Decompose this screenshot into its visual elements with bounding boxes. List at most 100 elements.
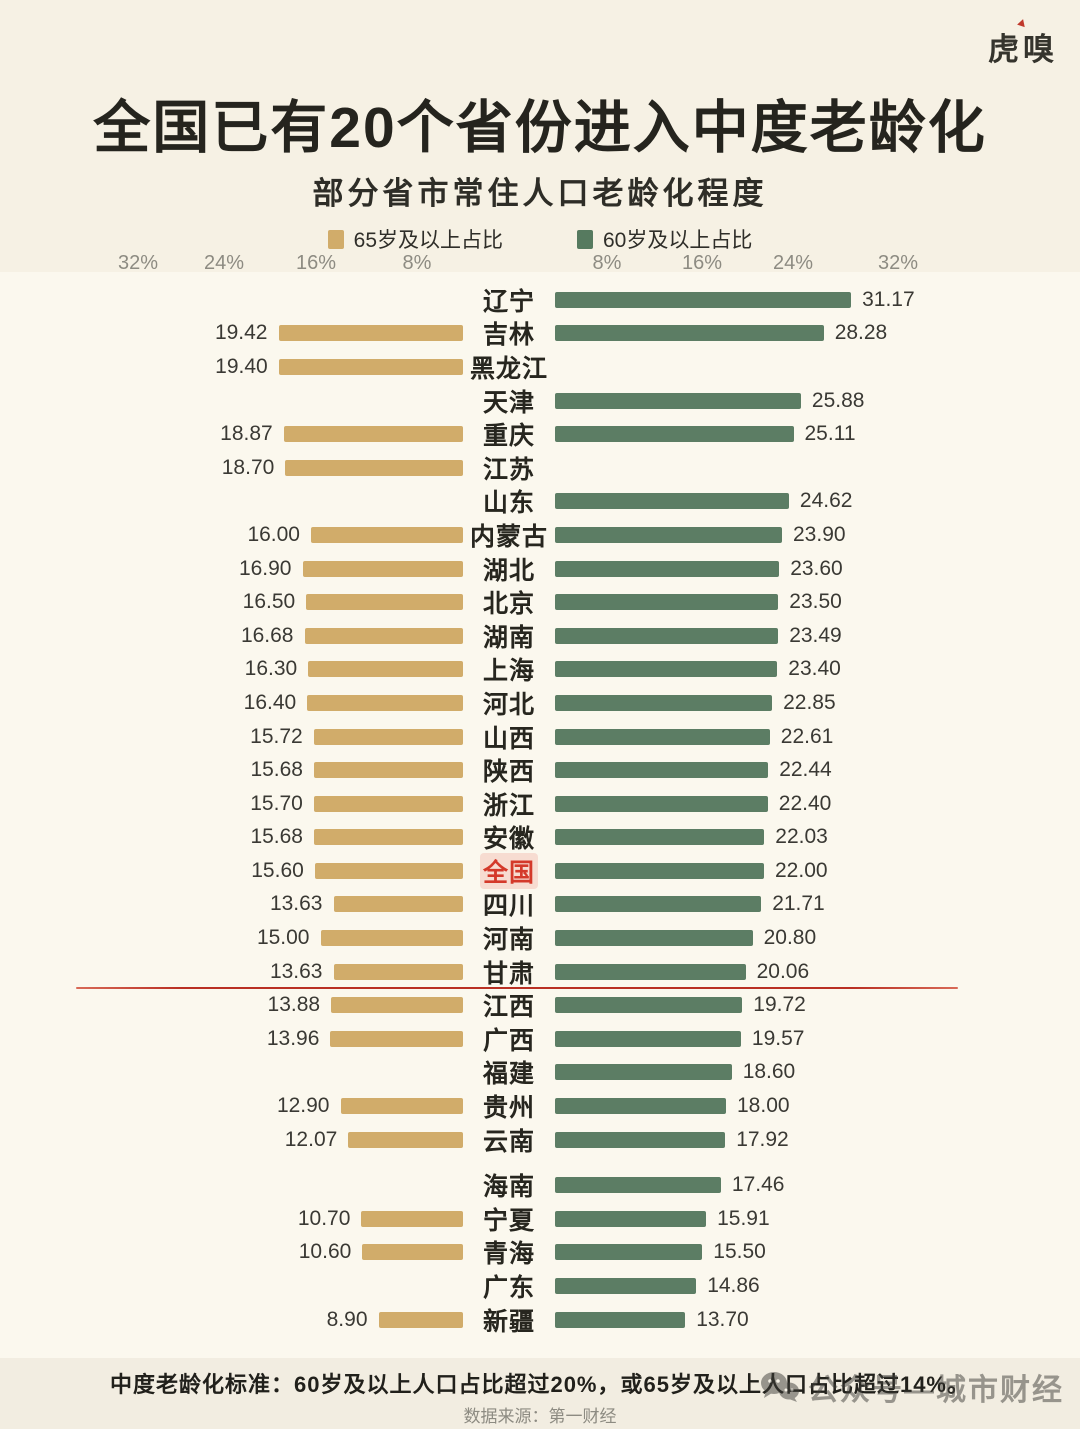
- value-label-65plus: 10.60: [298, 1240, 352, 1264]
- chart-row: 15.72 山西 22.61: [0, 720, 1080, 754]
- logo-red-accent-icon: [1017, 17, 1027, 28]
- value-label-60plus: 18.00: [737, 1094, 790, 1118]
- bar-65plus: [348, 1131, 463, 1148]
- value-label-60plus: 31.17: [862, 287, 915, 311]
- right-bar-zone: 22.00: [555, 859, 1080, 883]
- category-label: 新疆: [482, 1307, 535, 1336]
- right-bar-zone: 20.06: [555, 960, 1080, 984]
- value-label-60plus: 22.44: [779, 758, 832, 782]
- category-cell: 河北: [463, 685, 555, 721]
- bar-60plus: [555, 997, 743, 1014]
- bar-65plus: [314, 829, 463, 846]
- chart-row: 12.07 云南 17.92: [0, 1123, 1080, 1157]
- value-label-60plus: 22.00: [775, 858, 828, 882]
- category-label: 宁夏: [482, 1206, 535, 1235]
- right-bar-zone: 31.17: [555, 288, 1080, 312]
- chart-row: 16.68 湖南 23.49: [0, 619, 1080, 653]
- value-label-60plus: 22.40: [778, 791, 832, 815]
- chart-row: 15.68 安徽 22.03: [0, 821, 1080, 855]
- value-label-60plus: 14.86: [707, 1274, 760, 1298]
- value-label-65plus: 15.68: [250, 758, 303, 782]
- left-bar-zone: 19.42: [0, 321, 463, 345]
- category-label: 陕西: [482, 758, 535, 787]
- value-label-60plus: 25.88: [811, 388, 865, 412]
- bar-60plus: [555, 325, 824, 342]
- chart-row: 13.63 甘肃 20.06: [0, 955, 1080, 989]
- category-cell: 黑龙江: [463, 349, 555, 385]
- bar-60plus: [555, 1177, 721, 1194]
- right-bar-zone: 13.70: [555, 1308, 1080, 1332]
- legend-swatch-65plus-icon: [327, 229, 344, 249]
- value-label-60plus: 15.50: [713, 1240, 766, 1264]
- category-cell: 海南: [463, 1167, 555, 1203]
- left-bar-zone: 15.00: [0, 926, 463, 950]
- axis-tick-left-16: 16%: [295, 252, 337, 274]
- chart-row: 福建 18.60: [0, 1056, 1080, 1090]
- category-cell: 内蒙古: [463, 517, 555, 553]
- axis-row: 32% 24% 16% 8% 8% 16% 24% 32%: [0, 252, 1080, 276]
- category-cell: 重庆: [463, 416, 555, 452]
- category-cell: 广东: [463, 1268, 555, 1304]
- right-bar-zone: 21.71: [555, 892, 1080, 916]
- right-bar-zone: 25.88: [555, 389, 1080, 413]
- value-label-60plus: 23.90: [793, 522, 846, 546]
- category-cell: 辽宁: [463, 282, 555, 318]
- category-label: 江西: [482, 993, 535, 1022]
- category-cell: 上海: [463, 651, 555, 687]
- category-cell: 北京: [463, 584, 555, 620]
- bar-65plus: [278, 358, 463, 375]
- category-cell: 广西: [463, 1021, 555, 1057]
- category-cell: 湖南: [463, 618, 555, 654]
- left-bar-zone: 13.96: [0, 1027, 463, 1051]
- category-cell: 新疆: [463, 1302, 555, 1338]
- bar-60plus: [555, 896, 762, 913]
- value-label-65plus: 13.96: [266, 1026, 320, 1050]
- chart-row: 16.00 内蒙古 23.90: [0, 518, 1080, 552]
- value-label-60plus: 15.91: [717, 1206, 770, 1230]
- left-bar-zone: 12.07: [0, 1128, 463, 1152]
- right-bar-zone: 24.62: [555, 489, 1080, 513]
- category-label: 河南: [482, 926, 535, 955]
- value-label-60plus: 23.40: [788, 657, 841, 681]
- category-cell: 河南: [463, 920, 555, 956]
- chart-row: 山东 24.62: [0, 485, 1080, 519]
- bar-65plus: [313, 795, 463, 812]
- right-bar-zone: 18.60: [555, 1060, 1080, 1084]
- category-cell: 江西: [463, 987, 555, 1023]
- category-label: 湖南: [482, 623, 535, 652]
- value-label-65plus: 15.00: [256, 926, 310, 950]
- page-subtitle: 部分省市常住人口老龄化程度: [312, 176, 768, 211]
- value-label-60plus: 17.92: [736, 1127, 789, 1151]
- value-label-60plus: 23.50: [789, 590, 842, 614]
- bar-60plus: [555, 1244, 703, 1261]
- bar-65plus: [333, 896, 463, 913]
- chart-row: 18.70 江苏: [0, 451, 1080, 485]
- huxiu-logo: 虎嗅: [988, 17, 1058, 69]
- chart-row: 12.90 贵州 18.00: [0, 1089, 1080, 1123]
- bar-60plus: [555, 728, 770, 745]
- left-bar-zone: 15.72: [0, 725, 463, 749]
- value-label-60plus: 19.57: [751, 1026, 805, 1050]
- chart-row: 8.90 新疆 13.70: [0, 1303, 1080, 1337]
- category-label: 天津: [482, 388, 535, 417]
- category-cell: 山西: [463, 719, 555, 755]
- bar-65plus: [378, 1311, 463, 1328]
- category-cell: 贵州: [463, 1088, 555, 1124]
- right-bar-zone: 23.49: [555, 624, 1080, 648]
- value-label-60plus: 21.71: [772, 892, 825, 916]
- category-label: 广东: [482, 1274, 535, 1303]
- chart-row: 海南 17.46: [0, 1168, 1080, 1202]
- value-label-60plus: 17.46: [731, 1173, 785, 1197]
- category-label: 内蒙古: [469, 522, 548, 551]
- value-label-60plus: 24.62: [799, 489, 853, 513]
- category-cell: 全国: [463, 852, 555, 889]
- category-label: 湖北: [482, 556, 535, 585]
- chart-row: 10.70 宁夏 15.91: [0, 1202, 1080, 1236]
- bar-60plus: [555, 1064, 732, 1081]
- category-cell: 山东: [463, 483, 555, 519]
- right-bar-zone: 15.91: [555, 1207, 1080, 1231]
- left-bar-zone: 16.68: [0, 624, 463, 648]
- legend-label-60plus: 60岁及以上占比: [603, 229, 753, 252]
- chart-row: 18.87 重庆 25.11: [0, 417, 1080, 451]
- value-label-65plus: 16.50: [242, 590, 296, 614]
